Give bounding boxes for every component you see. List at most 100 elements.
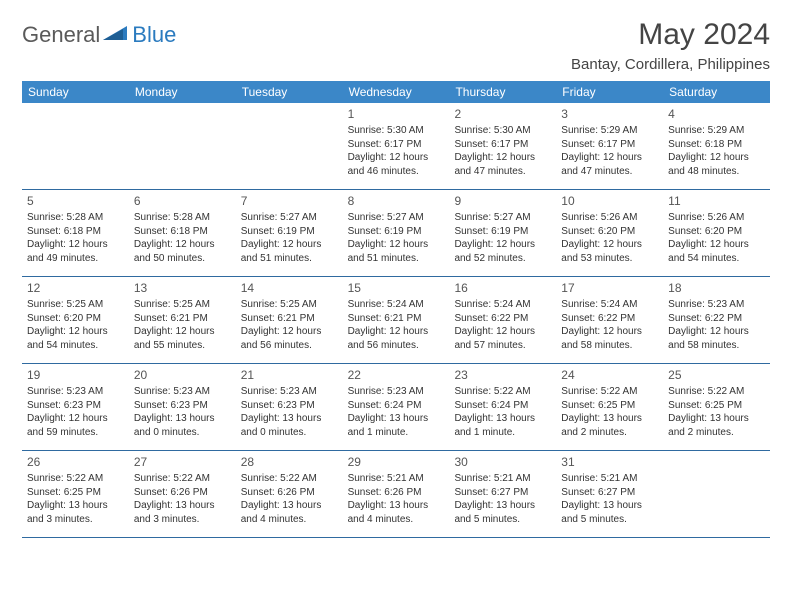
day-cell: 29Sunrise: 5:21 AMSunset: 6:26 PMDayligh… (343, 451, 450, 537)
day-detail-line: Sunset: 6:27 PM (561, 486, 658, 500)
day-number: 2 (454, 106, 551, 122)
day-detail-line: Sunset: 6:19 PM (454, 225, 551, 239)
day-cell: 13Sunrise: 5:25 AMSunset: 6:21 PMDayligh… (129, 277, 236, 363)
day-number: 3 (561, 106, 658, 122)
calendar: SundayMondayTuesdayWednesdayThursdayFrid… (22, 81, 770, 538)
day-detail-line: Sunrise: 5:25 AM (27, 298, 124, 312)
weekday-header: Friday (556, 81, 663, 103)
day-detail-line: and 58 minutes. (561, 339, 658, 353)
day-detail-line: Sunset: 6:24 PM (348, 399, 445, 413)
day-detail-line: and 5 minutes. (454, 513, 551, 527)
day-detail-line: and 54 minutes. (668, 252, 765, 266)
day-cell (663, 451, 770, 537)
day-detail-line: Sunset: 6:23 PM (241, 399, 338, 413)
day-number: 28 (241, 454, 338, 470)
day-cell: 30Sunrise: 5:21 AMSunset: 6:27 PMDayligh… (449, 451, 556, 537)
day-detail-line: Sunset: 6:21 PM (241, 312, 338, 326)
weekday-header: Thursday (449, 81, 556, 103)
day-detail-line: and 50 minutes. (134, 252, 231, 266)
day-number: 29 (348, 454, 445, 470)
day-detail-line: Sunrise: 5:22 AM (668, 385, 765, 399)
day-number: 17 (561, 280, 658, 296)
day-detail-line: and 59 minutes. (27, 426, 124, 440)
weekday-header-row: SundayMondayTuesdayWednesdayThursdayFrid… (22, 81, 770, 103)
day-detail-line: Sunrise: 5:24 AM (348, 298, 445, 312)
day-detail-line: Sunset: 6:19 PM (241, 225, 338, 239)
day-detail-line: Sunrise: 5:23 AM (27, 385, 124, 399)
day-cell: 16Sunrise: 5:24 AMSunset: 6:22 PMDayligh… (449, 277, 556, 363)
day-detail-line: and 5 minutes. (561, 513, 658, 527)
day-detail-line: Sunrise: 5:25 AM (134, 298, 231, 312)
day-detail-line: Daylight: 12 hours (241, 325, 338, 339)
day-detail-line: Daylight: 12 hours (241, 238, 338, 252)
day-detail-line: Daylight: 12 hours (561, 151, 658, 165)
day-detail-line: Sunrise: 5:23 AM (668, 298, 765, 312)
day-cell: 23Sunrise: 5:22 AMSunset: 6:24 PMDayligh… (449, 364, 556, 450)
day-detail-line: Sunrise: 5:23 AM (348, 385, 445, 399)
day-detail-line: and 51 minutes. (241, 252, 338, 266)
day-detail-line: Sunrise: 5:24 AM (561, 298, 658, 312)
day-detail-line: Sunset: 6:25 PM (668, 399, 765, 413)
day-number: 27 (134, 454, 231, 470)
day-number: 19 (27, 367, 124, 383)
day-detail-line: Daylight: 13 hours (561, 499, 658, 513)
day-detail-line: and 47 minutes. (561, 165, 658, 179)
day-detail-line: and 2 minutes. (668, 426, 765, 440)
day-cell: 26Sunrise: 5:22 AMSunset: 6:25 PMDayligh… (22, 451, 129, 537)
weekday-header: Saturday (663, 81, 770, 103)
day-number: 16 (454, 280, 551, 296)
day-cell: 12Sunrise: 5:25 AMSunset: 6:20 PMDayligh… (22, 277, 129, 363)
day-detail-line: and 3 minutes. (27, 513, 124, 527)
day-detail-line: Sunset: 6:26 PM (134, 486, 231, 500)
day-detail-line: Sunrise: 5:21 AM (348, 472, 445, 486)
location: Bantay, Cordillera, Philippines (571, 56, 770, 73)
day-detail-line: Daylight: 13 hours (668, 412, 765, 426)
day-number: 18 (668, 280, 765, 296)
day-detail-line: Sunrise: 5:27 AM (348, 211, 445, 225)
day-detail-line: Sunrise: 5:26 AM (668, 211, 765, 225)
header-right: May 2024 Bantay, Cordillera, Philippines (571, 18, 770, 73)
day-cell: 5Sunrise: 5:28 AMSunset: 6:18 PMDaylight… (22, 190, 129, 276)
day-number: 8 (348, 193, 445, 209)
day-number: 15 (348, 280, 445, 296)
day-detail-line: and 48 minutes. (668, 165, 765, 179)
day-cell: 2Sunrise: 5:30 AMSunset: 6:17 PMDaylight… (449, 103, 556, 189)
day-number: 22 (348, 367, 445, 383)
day-cell (129, 103, 236, 189)
day-detail-line: Sunrise: 5:22 AM (27, 472, 124, 486)
day-detail-line: and 0 minutes. (134, 426, 231, 440)
day-detail-line: and 56 minutes. (241, 339, 338, 353)
day-detail-line: Sunset: 6:18 PM (668, 138, 765, 152)
day-detail-line: Sunrise: 5:21 AM (561, 472, 658, 486)
day-detail-line: Daylight: 12 hours (668, 325, 765, 339)
day-cell: 31Sunrise: 5:21 AMSunset: 6:27 PMDayligh… (556, 451, 663, 537)
day-detail-line: and 0 minutes. (241, 426, 338, 440)
day-detail-line: Daylight: 13 hours (27, 499, 124, 513)
day-cell: 25Sunrise: 5:22 AMSunset: 6:25 PMDayligh… (663, 364, 770, 450)
day-detail-line: Daylight: 13 hours (454, 499, 551, 513)
day-detail-line: Daylight: 12 hours (668, 151, 765, 165)
logo-text-general: General (22, 22, 100, 48)
day-detail-line: Daylight: 12 hours (348, 238, 445, 252)
day-number: 30 (454, 454, 551, 470)
day-detail-line: and 58 minutes. (668, 339, 765, 353)
day-number: 26 (27, 454, 124, 470)
day-detail-line: Daylight: 12 hours (134, 325, 231, 339)
day-detail-line: Sunset: 6:18 PM (134, 225, 231, 239)
day-cell: 6Sunrise: 5:28 AMSunset: 6:18 PMDaylight… (129, 190, 236, 276)
day-detail-line: Sunset: 6:21 PM (348, 312, 445, 326)
day-cell: 7Sunrise: 5:27 AMSunset: 6:19 PMDaylight… (236, 190, 343, 276)
day-number: 14 (241, 280, 338, 296)
day-detail-line: and 53 minutes. (561, 252, 658, 266)
day-detail-line: Sunset: 6:17 PM (348, 138, 445, 152)
day-detail-line: Sunset: 6:26 PM (348, 486, 445, 500)
day-detail-line: and 47 minutes. (454, 165, 551, 179)
day-detail-line: Sunrise: 5:28 AM (134, 211, 231, 225)
day-cell: 11Sunrise: 5:26 AMSunset: 6:20 PMDayligh… (663, 190, 770, 276)
day-cell: 21Sunrise: 5:23 AMSunset: 6:23 PMDayligh… (236, 364, 343, 450)
weeks-container: 1Sunrise: 5:30 AMSunset: 6:17 PMDaylight… (22, 103, 770, 538)
day-detail-line: Sunset: 6:24 PM (454, 399, 551, 413)
day-number: 12 (27, 280, 124, 296)
day-detail-line: and 4 minutes. (348, 513, 445, 527)
day-detail-line: Daylight: 12 hours (348, 151, 445, 165)
